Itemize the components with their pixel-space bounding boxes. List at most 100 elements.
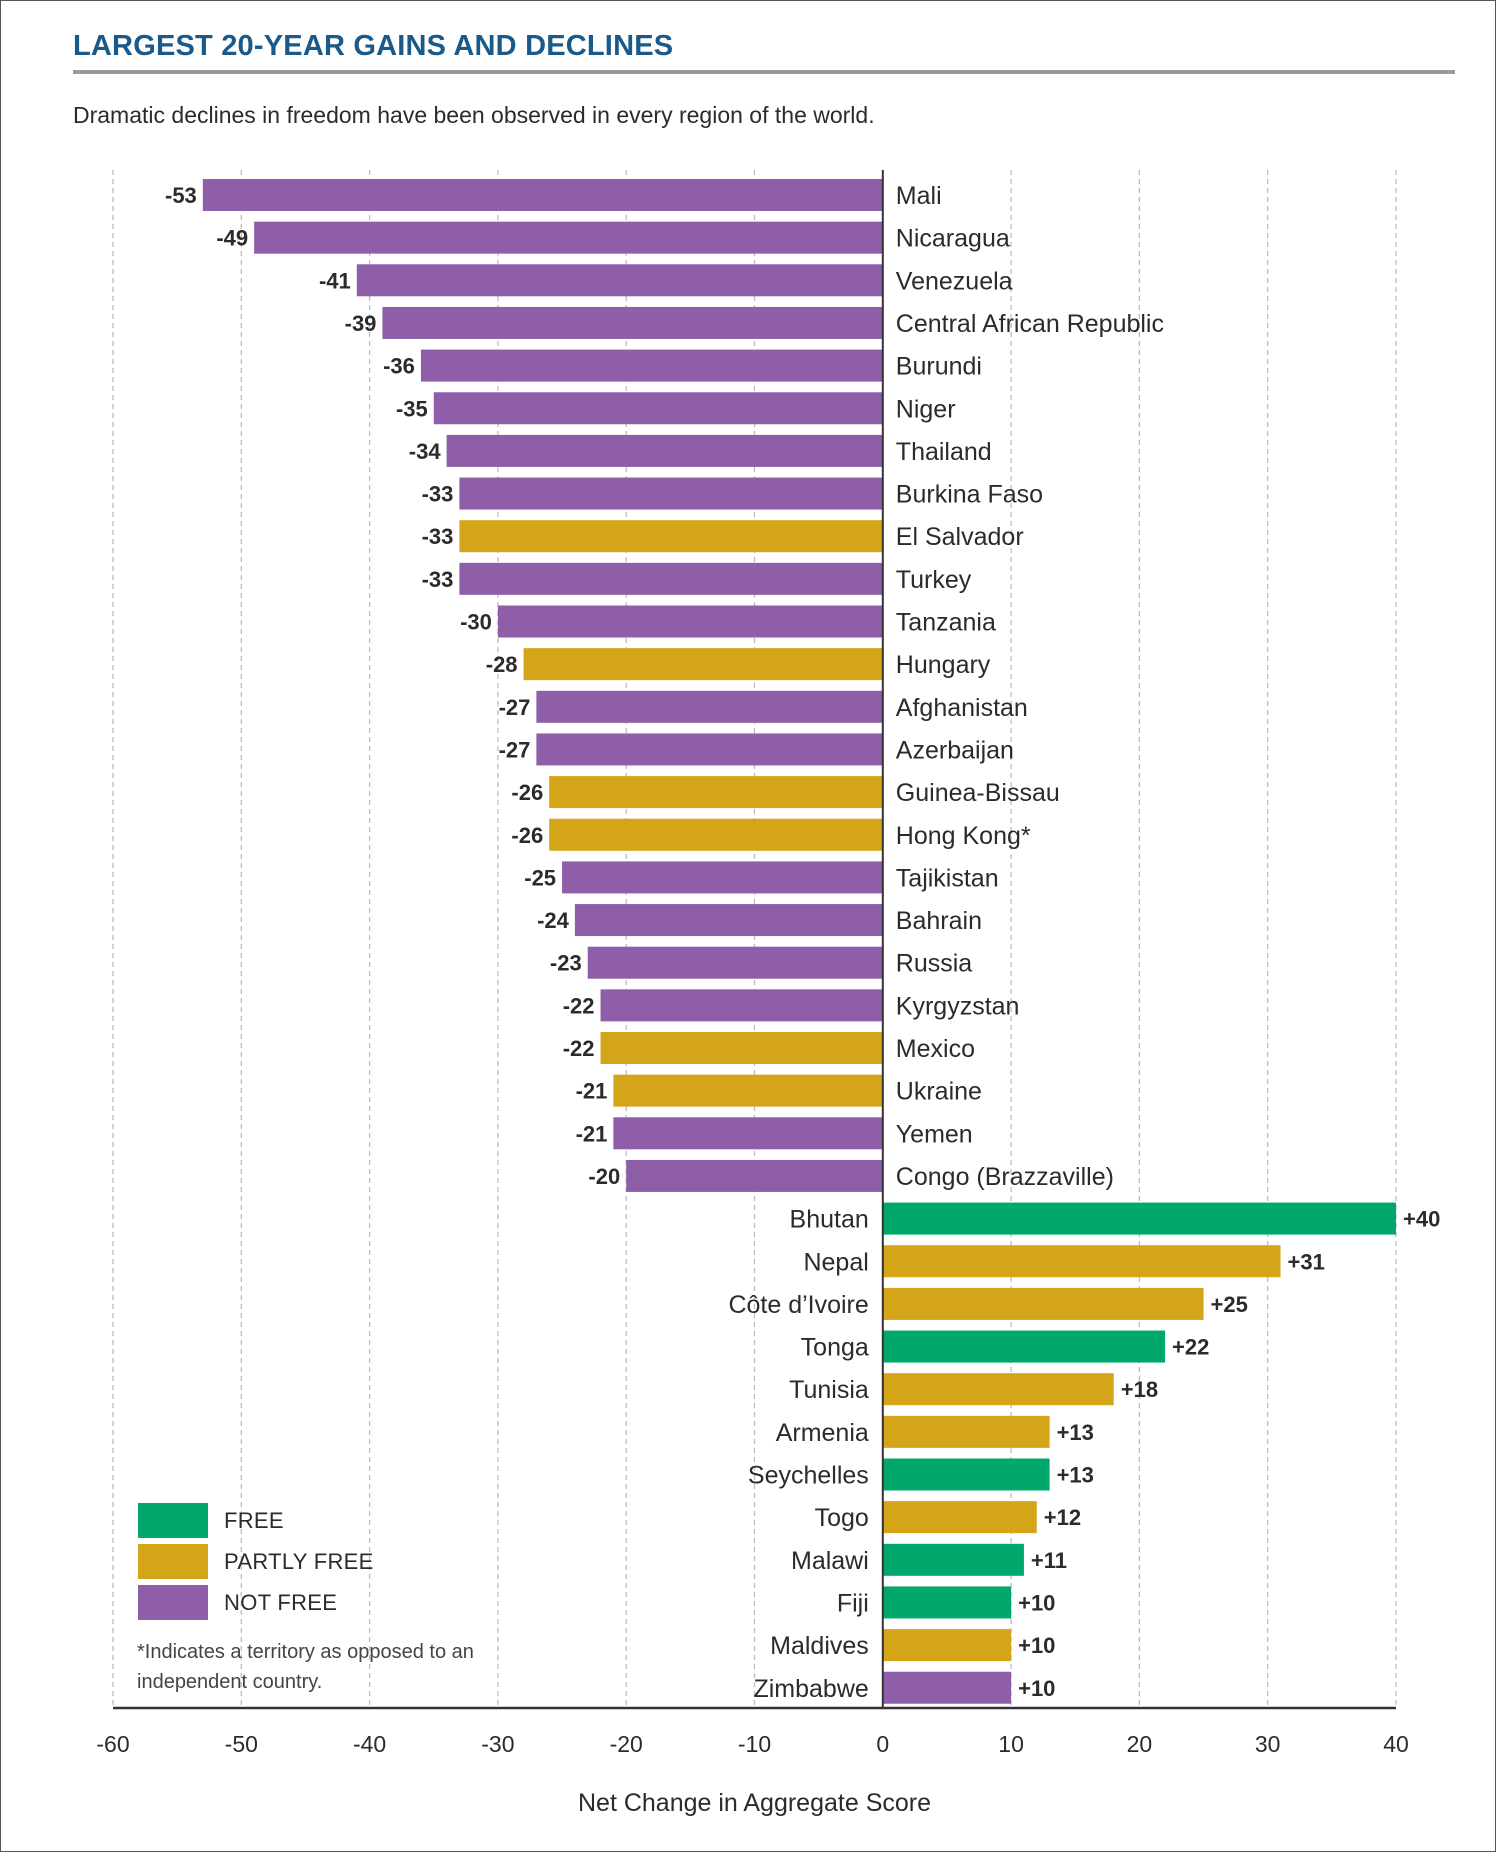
value-label: -33 <box>422 567 454 592</box>
value-label: +40 <box>1403 1207 1440 1232</box>
bar <box>562 861 883 894</box>
value-label: -26 <box>511 780 543 805</box>
country-label: Kyrgyzstan <box>896 992 1020 1020</box>
bar <box>882 1287 1204 1320</box>
bar <box>600 989 883 1022</box>
country-label: Côte d’Ivoire <box>728 1291 868 1319</box>
bar <box>433 392 883 425</box>
country-label: Guinea-Bissau <box>896 779 1060 807</box>
value-label: -33 <box>422 524 454 549</box>
value-label: -35 <box>396 396 428 421</box>
x-tick-label: 30 <box>1255 1731 1281 1757</box>
country-label: Hungary <box>896 651 991 679</box>
country-label: Mali <box>896 182 942 210</box>
bar <box>882 1671 1012 1704</box>
legend-swatch-partly-free <box>138 1544 208 1579</box>
legend-label: NOT FREE <box>224 1589 338 1615</box>
legend-item-free: FREE <box>138 1500 374 1541</box>
x-tick-label: -60 <box>96 1731 129 1757</box>
bar <box>497 605 883 638</box>
value-label: +10 <box>1018 1633 1055 1658</box>
legend: FREE PARTLY FREE NOT FREE <box>138 1500 374 1623</box>
bar <box>459 520 883 553</box>
x-axis: -60 -50 -40 -30 -20 -10 0 10 20 30 40 Net Change in… <box>96 170 1409 1817</box>
value-label: -22 <box>563 993 595 1018</box>
country-label: Bhutan <box>790 1206 869 1234</box>
country-label: Azerbaijan <box>896 736 1014 764</box>
value-label: +13 <box>1057 1463 1094 1488</box>
country-label: Central African Republic <box>896 310 1164 338</box>
country-label: Turkey <box>896 566 972 594</box>
value-label: -26 <box>511 823 543 848</box>
country-label: Bahrain <box>896 907 982 935</box>
value-label: -24 <box>537 908 570 933</box>
country-label: Burkina Faso <box>896 481 1043 509</box>
value-label: -28 <box>486 652 518 677</box>
country-label: Malawi <box>791 1547 869 1575</box>
country-label: Tonga <box>801 1334 869 1362</box>
footnote: *Indicates a territory as opposed to an … <box>137 1641 474 1693</box>
country-label: Armenia <box>776 1419 869 1447</box>
country-label: Tajikistan <box>896 864 999 892</box>
bar <box>459 562 883 595</box>
country-label: Zimbabwe <box>753 1675 868 1703</box>
value-label: -21 <box>576 1079 608 1104</box>
value-label: -41 <box>319 268 351 293</box>
value-label: +11 <box>1031 1548 1067 1573</box>
legend-swatch-free <box>138 1503 208 1538</box>
legend-item-not-free: NOT FREE <box>138 1582 374 1623</box>
x-tick-label: -20 <box>610 1731 643 1757</box>
x-tick-label: -30 <box>481 1731 514 1757</box>
country-label: Seychelles <box>748 1462 869 1490</box>
bar <box>549 818 883 851</box>
value-label: +10 <box>1018 1676 1055 1701</box>
bar <box>882 1245 1281 1278</box>
bar <box>882 1543 1024 1576</box>
x-tick-label: -40 <box>353 1731 386 1757</box>
bar <box>882 1629 1012 1662</box>
country-label: Maldives <box>770 1632 869 1660</box>
value-label: +10 <box>1018 1590 1055 1615</box>
country-label: Russia <box>896 950 973 978</box>
x-tick-label: 0 <box>876 1731 889 1757</box>
bar <box>882 1586 1012 1619</box>
country-label: Hong Kong* <box>896 822 1031 850</box>
bar <box>382 306 883 339</box>
bar <box>587 946 883 979</box>
country-label: Fiji <box>837 1589 869 1617</box>
chart-subtitle: Dramatic declines in freedom have been o… <box>73 102 875 128</box>
bar-labels: -53 Mali -49 Nicaragua -41 Venezuela -39 Centra… <box>165 182 1440 1703</box>
value-label: -39 <box>345 311 377 336</box>
x-tick-label: 20 <box>1127 1731 1153 1757</box>
bar <box>626 1159 883 1192</box>
country-label: Nepal <box>803 1248 868 1276</box>
value-label: -36 <box>383 354 415 379</box>
bar <box>882 1330 1166 1363</box>
bar <box>882 1202 1396 1235</box>
bars <box>202 179 1396 1704</box>
bar <box>523 648 883 681</box>
bar <box>613 1074 883 1107</box>
value-label: -33 <box>422 482 454 507</box>
value-label: +31 <box>1288 1249 1325 1274</box>
bar <box>202 179 883 211</box>
chart-title: LARGEST 20-YEAR GAINS AND DECLINES <box>73 30 674 62</box>
bar <box>536 733 883 766</box>
value-label: -49 <box>216 226 248 251</box>
bar <box>600 1032 883 1064</box>
country-label: Mexico <box>896 1035 975 1063</box>
value-label: +22 <box>1172 1335 1209 1360</box>
legend-swatch-not-free <box>138 1585 208 1620</box>
country-label: Venezuela <box>896 267 1013 295</box>
bar <box>254 221 883 254</box>
country-label: Burundi <box>896 353 982 381</box>
country-label: Tanzania <box>896 609 996 637</box>
bar <box>536 690 883 723</box>
value-label: -27 <box>499 695 531 720</box>
bar <box>356 264 883 297</box>
value-label: -30 <box>460 610 492 635</box>
country-label: Congo (Brazzaville) <box>896 1163 1114 1191</box>
value-label: -53 <box>165 183 197 208</box>
bar <box>574 904 883 937</box>
